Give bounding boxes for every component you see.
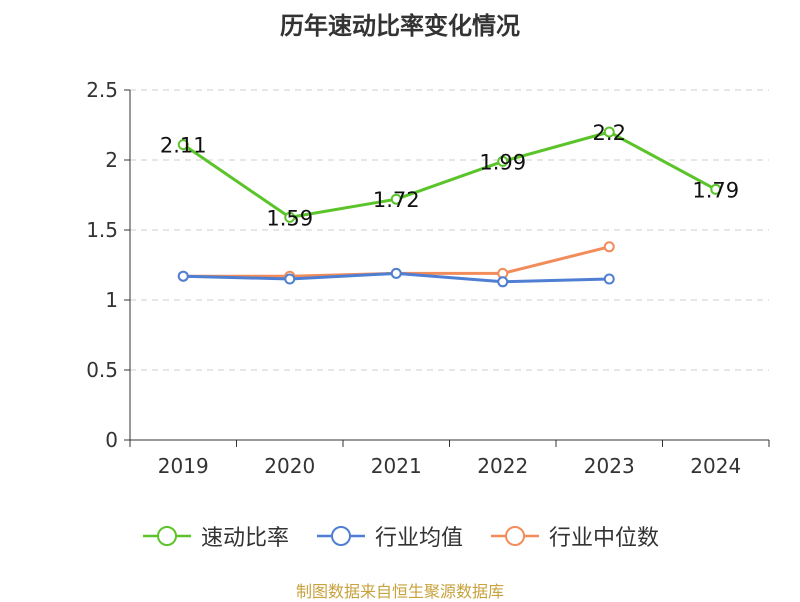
legend-label-industry-mean: 行业均值 xyxy=(374,526,463,551)
y-tick-label-5: 2.5 xyxy=(86,78,118,102)
data-label-2020: 1.59 xyxy=(266,206,313,230)
x-tick-label-2023: 2023 xyxy=(584,454,635,478)
series-line-0 xyxy=(182,130,717,219)
data-label-2019: 2.11 xyxy=(160,134,207,158)
legend-swatch-quick-ratio xyxy=(142,526,191,546)
y-tick-label-4: 2 xyxy=(105,148,118,172)
y-tick-label-1: 0.5 xyxy=(86,358,118,382)
legend: 速动比率 行业均值 行业中位数 xyxy=(0,520,800,552)
x-tick-label-2021: 2021 xyxy=(371,454,422,478)
series-1-point-2020 xyxy=(284,273,296,285)
data-source-note: 制图数据来自恒生聚源数据库 xyxy=(295,582,504,601)
series-1-point-2021 xyxy=(390,267,402,279)
legend-label-industry-median: 行业中位数 xyxy=(549,526,660,551)
data-label-2024: 1.79 xyxy=(692,178,739,202)
series-0-point-2020 xyxy=(284,211,296,223)
series-2-point-2023 xyxy=(603,241,615,253)
chart-title: 历年速动比率变化情况 xyxy=(280,12,520,40)
legend-item-quick-ratio[interactable]: 速动比率 xyxy=(141,520,289,552)
series-1-point-2023 xyxy=(603,273,615,285)
series-0-point-2021 xyxy=(390,193,402,205)
data-label-2021: 1.72 xyxy=(373,188,420,212)
series-0-point-2019 xyxy=(177,139,189,151)
legend-swatch-industry-median xyxy=(491,526,539,546)
x-tick-label-2020: 2020 xyxy=(264,454,315,478)
x-tick-label-2024: 2024 xyxy=(690,454,741,478)
x-tick-label-2019: 2019 xyxy=(158,454,209,478)
series-0-point-2023 xyxy=(603,126,615,138)
legend-item-industry-median[interactable]: 行业中位数 xyxy=(489,520,659,552)
series-1-point-2019 xyxy=(177,270,189,282)
legend-item-industry-mean[interactable]: 行业均值 xyxy=(315,520,463,552)
data-label-2023: 2.2 xyxy=(593,121,626,145)
series-1-point-2022 xyxy=(497,276,509,288)
x-tick-label-2022: 2022 xyxy=(477,454,528,478)
y-tick-label-2: 1 xyxy=(105,288,118,312)
series-0-point-2024 xyxy=(710,183,722,195)
legend-label-quick-ratio: 速动比率 xyxy=(200,526,289,551)
y-tick-label-3: 1.5 xyxy=(86,218,118,242)
y-tick-label-0: 0 xyxy=(105,428,118,452)
legend-swatch-industry-mean xyxy=(316,526,365,546)
data-label-2022: 1.99 xyxy=(479,150,526,174)
series-0-point-2022 xyxy=(497,155,509,167)
